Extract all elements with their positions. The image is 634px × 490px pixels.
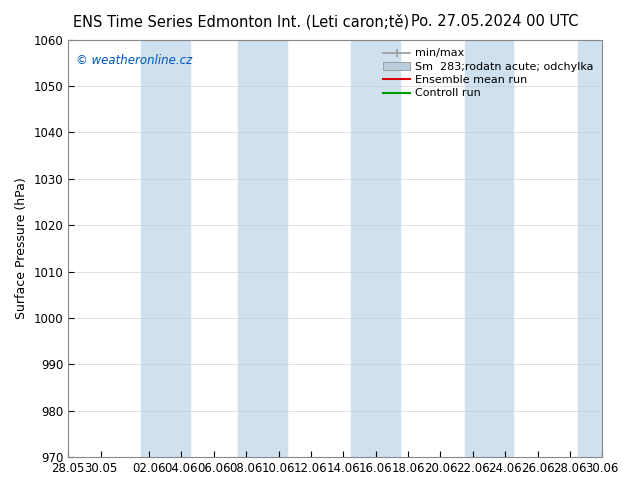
Bar — [238, 40, 287, 457]
Text: © weatheronline.cz: © weatheronline.cz — [76, 54, 193, 67]
Bar — [351, 40, 400, 457]
Text: ENS Time Series Edmonton Int. (Leti caron;tě): ENS Time Series Edmonton Int. (Leti caro… — [73, 14, 409, 29]
Text: Po. 27.05.2024 00 UTC: Po. 27.05.2024 00 UTC — [411, 14, 578, 29]
Bar — [578, 40, 619, 457]
Y-axis label: Surface Pressure (hPa): Surface Pressure (hPa) — [15, 177, 28, 319]
Legend: min/max, Sm  283;rodatn acute; odchylka, Ensemble mean run, Controll run: min/max, Sm 283;rodatn acute; odchylka, … — [379, 45, 597, 102]
Bar — [465, 40, 514, 457]
Bar — [141, 40, 190, 457]
